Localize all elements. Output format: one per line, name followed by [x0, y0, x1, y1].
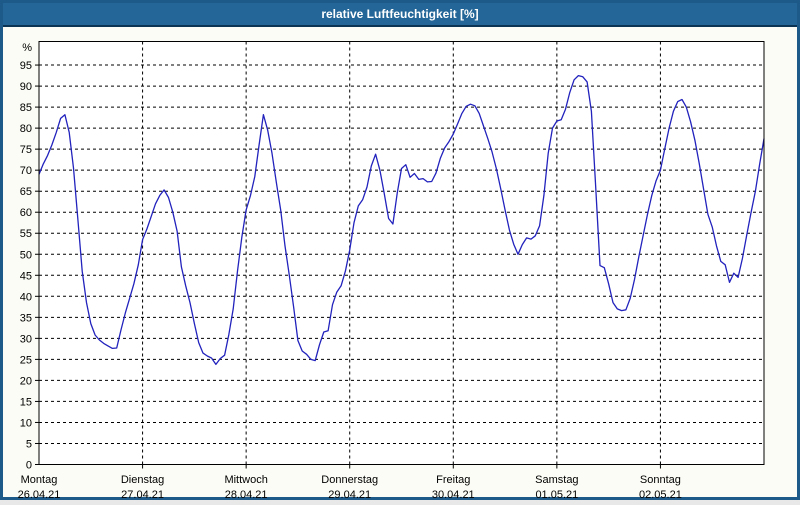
chart-area: 0 5 10 15 20 25 30 35 40 45 50 55 60 65 70 75 80 85 90 95% M…: [3, 30, 797, 501]
day-date-label: 01.05.21: [535, 489, 578, 500]
y-tick-label: 75: [20, 144, 32, 156]
day-date-label: 26.04.21: [18, 489, 61, 500]
day-date-label: 30.04.21: [432, 489, 475, 500]
day-name-label: Montag: [21, 474, 58, 486]
day-date-label: 02.05.21: [639, 489, 682, 500]
day-name-label: Dienstag: [121, 474, 164, 486]
y-tick-label: 65: [20, 186, 32, 198]
humidity-series-line: [38, 74, 765, 366]
y-tick-label: 0: [26, 460, 32, 472]
y-tick-label: 55: [20, 228, 32, 240]
y-tick-label: 5: [26, 438, 32, 450]
y-tick-label: 80: [20, 123, 32, 135]
day-name-label: Freitag: [436, 474, 470, 486]
humidity-line-chart: 0 5 10 15 20 25 30 35 40 45 50 55 60 65 70 75 80 85 90 95% M…: [18, 41, 765, 501]
day-name-label: Sonntag: [640, 474, 681, 486]
day-date-label: 27.04.21: [121, 489, 164, 500]
y-tick-label: 60: [20, 207, 32, 219]
day-date-label: 28.04.21: [225, 489, 268, 500]
y-tick-label: 30: [20, 333, 32, 345]
y-tick-label: 90: [20, 81, 32, 93]
day-name-label: Samstag: [535, 474, 578, 486]
y-tick-label: 50: [20, 249, 32, 261]
y-tick-label: 40: [20, 291, 32, 303]
y-tick-label: 25: [20, 354, 32, 366]
chart-title: relative Luftfeuchtigkeit [%]: [321, 7, 479, 21]
y-tick-label: 45: [20, 270, 32, 282]
plot-frame: [38, 41, 765, 465]
plot-background: [39, 41, 764, 465]
day-name-label: Donnerstag: [321, 474, 378, 486]
title-bar: relative Luftfeuchtigkeit [%]: [3, 3, 797, 27]
y-axis-unit-label: %: [22, 42, 32, 54]
day-date-label: 29.04.21: [328, 489, 371, 500]
y-tick-label: 70: [20, 165, 32, 177]
day-name-label: Mittwoch: [224, 474, 267, 486]
y-tick-label: 95: [20, 60, 32, 72]
y-tick-label: 20: [20, 375, 32, 387]
y-tick-label: 85: [20, 102, 32, 114]
y-tick-label: 10: [20, 417, 32, 429]
y-tick-label: 35: [20, 312, 32, 324]
y-tick-label: 15: [20, 396, 32, 408]
